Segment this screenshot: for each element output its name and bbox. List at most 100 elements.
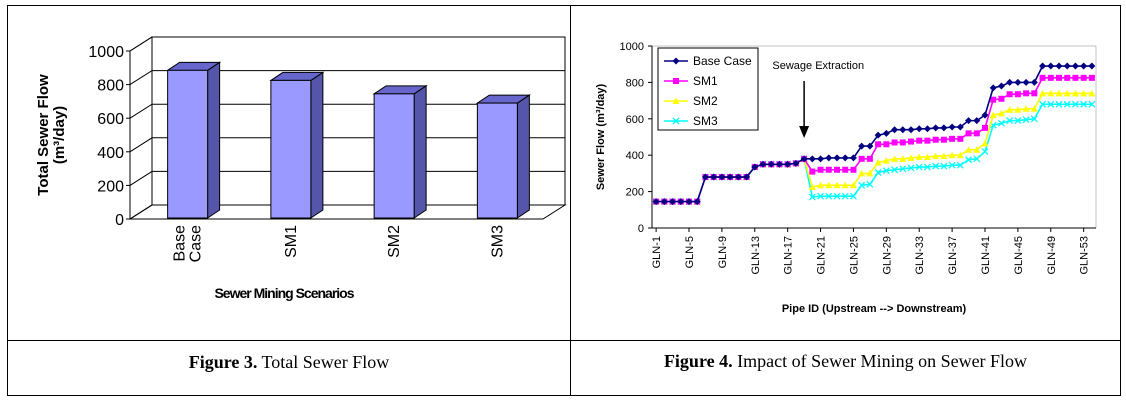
- data-point: [965, 146, 973, 153]
- bar-front: [373, 93, 415, 219]
- y-tick-label: 400: [626, 150, 644, 162]
- data-point: [981, 148, 989, 156]
- data-point: [866, 180, 874, 188]
- data-point: [1063, 62, 1071, 70]
- data-point: [965, 156, 973, 164]
- data-point: [1055, 62, 1063, 70]
- x-tick-label: GLN-13: [750, 236, 762, 275]
- y-tick-label: 200: [97, 178, 124, 195]
- data-point: [1039, 74, 1046, 81]
- data-point: [726, 173, 734, 181]
- data-point: [915, 163, 923, 171]
- x-tick-label-line: Case: [188, 225, 205, 262]
- data-point: [948, 123, 956, 131]
- x-tick-label: GLN-9: [717, 236, 729, 268]
- data-point: [891, 139, 898, 146]
- data-point: [1063, 89, 1071, 97]
- bar-side: [310, 71, 324, 219]
- data-point: [932, 152, 940, 160]
- y-axis-label-line: Total Sewer Flow: [35, 74, 52, 196]
- x-tick-label: GLN-33: [914, 236, 926, 275]
- bar-front: [476, 102, 518, 219]
- data-point: [1006, 106, 1014, 113]
- bar-side: [413, 84, 427, 219]
- bar-chart: 0 200 400 600 800 1000 Total Sewer Flow(m³/day…: [35, 36, 567, 301]
- data-point: [973, 146, 981, 153]
- y-tick-label: 1000: [88, 44, 124, 61]
- x-tick-label: GLN-25: [848, 236, 860, 275]
- x-tick-label: GLN-41: [980, 236, 992, 275]
- data-point: [891, 155, 899, 162]
- figure-3-caption-text: Total Sewer Flow: [257, 352, 390, 372]
- data-point: [932, 162, 940, 170]
- y-tick-label: 600: [626, 114, 644, 126]
- x-tick-label-line: Base: [172, 225, 189, 262]
- data-point: [743, 173, 751, 181]
- y-axis-label: Total Sewer Flow(m³/day): [35, 74, 68, 196]
- data-point: [1071, 89, 1079, 97]
- data-point: [1014, 106, 1022, 113]
- data-point: [767, 160, 775, 168]
- data-point: [710, 173, 718, 181]
- data-point: [899, 165, 907, 173]
- data-point: [673, 78, 679, 84]
- data-point: [1047, 100, 1055, 108]
- legend-item: Base Case: [664, 54, 752, 68]
- x-tick-label: GLN-5: [684, 236, 696, 268]
- data-point: [734, 173, 742, 181]
- data-point: [990, 96, 997, 103]
- data-point: [833, 192, 841, 200]
- data-point: [1047, 89, 1055, 97]
- data-point: [849, 192, 857, 200]
- legend-item: SM1: [664, 74, 718, 88]
- data-point: [775, 160, 783, 168]
- data-point: [907, 164, 915, 172]
- data-point: [1056, 74, 1062, 81]
- data-point: [1030, 105, 1038, 112]
- line-chart: 0 200 400 600 800 1000 Sewer Flow (m³/day) GLN-…: [595, 41, 1097, 315]
- y-tick-label: 800: [626, 77, 644, 89]
- data-point: [1088, 74, 1095, 81]
- data-point: [849, 181, 857, 189]
- data-point: [882, 167, 890, 175]
- data-point: [973, 117, 981, 125]
- data-point: [1055, 100, 1063, 108]
- bar-side: [207, 61, 221, 219]
- data-point: [956, 161, 964, 169]
- data-point: [817, 155, 825, 163]
- data-point: [916, 137, 923, 144]
- legend-label: Base Case: [693, 54, 752, 68]
- data-point: [669, 198, 677, 206]
- y-tick-label: 600: [97, 111, 124, 128]
- data-point: [915, 153, 923, 161]
- gridline: [129, 204, 565, 220]
- x-tick-label-line: SM3: [489, 225, 506, 258]
- data-point: [989, 111, 997, 119]
- data-point: [817, 181, 825, 189]
- data-point: [842, 166, 849, 173]
- data-point: [1047, 62, 1055, 70]
- data-point: [882, 157, 890, 164]
- data-point: [965, 130, 972, 137]
- data-point: [883, 141, 890, 148]
- data-point: [874, 131, 882, 139]
- data-point: [672, 117, 680, 125]
- data-point: [850, 166, 857, 173]
- y-tick-label: 0: [638, 223, 644, 235]
- side-wall: [129, 36, 153, 220]
- figure-3-caption: Figure 3. Total Sewer Flow: [8, 351, 570, 373]
- data-point: [997, 82, 1005, 90]
- legend-label: SM2: [693, 94, 718, 108]
- data-point: [957, 135, 964, 142]
- data-point: [652, 198, 660, 206]
- data-point: [1055, 89, 1063, 97]
- data-point: [891, 126, 899, 134]
- data-point: [965, 117, 973, 125]
- data-point: [759, 160, 767, 168]
- data-point: [858, 142, 866, 150]
- data-point: [672, 97, 680, 104]
- data-point: [923, 125, 931, 133]
- data-point: [1063, 100, 1071, 108]
- data-point: [1088, 100, 1096, 108]
- data-point: [685, 198, 693, 206]
